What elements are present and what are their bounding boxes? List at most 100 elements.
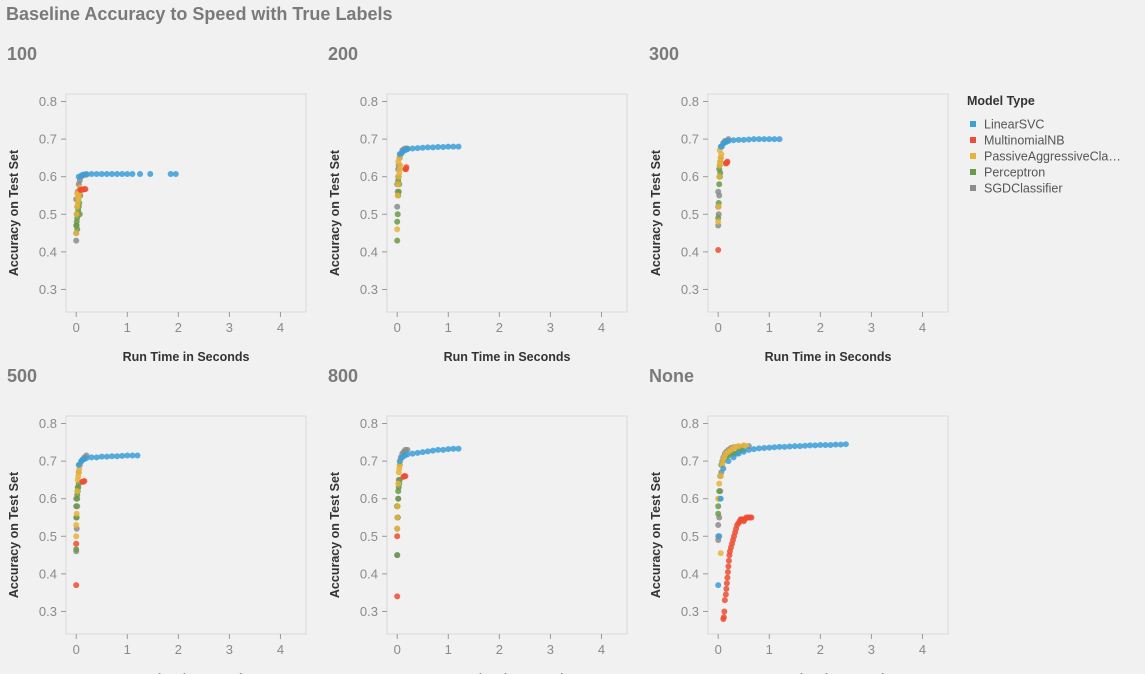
data-point: [98, 171, 105, 178]
x-tick-label: 3: [868, 320, 875, 335]
series-linearsvc: [396, 143, 462, 158]
data-point: [83, 171, 90, 178]
data-point: [73, 230, 80, 237]
data-point: [445, 446, 452, 453]
data-point: [827, 441, 834, 448]
data-point: [832, 441, 839, 448]
data-point: [756, 136, 763, 143]
data-point: [429, 447, 436, 454]
x-tick-label: 2: [496, 320, 503, 335]
data-point: [129, 452, 136, 459]
x-tick-label: 0: [73, 642, 80, 657]
y-tick-label: 0.5: [39, 529, 57, 544]
x-tick-label: 0: [715, 320, 722, 335]
panel-title: None: [649, 366, 694, 386]
series-linearsvc: [75, 171, 179, 180]
data-point: [440, 446, 447, 453]
data-point: [147, 171, 154, 178]
data-point: [716, 173, 723, 180]
data-point: [424, 144, 431, 151]
data-point: [395, 480, 402, 487]
data-point: [717, 550, 724, 557]
y-tick-label: 0.5: [39, 207, 57, 222]
data-point: [716, 488, 723, 495]
panel-200: 200 0 1 2 3 4 0.3 0.4 0.5 0.6 0.7 0.8 Run Time in Se…: [328, 44, 628, 364]
data-point: [414, 449, 421, 456]
y-tick-label: 0.8: [39, 94, 57, 109]
x-tick-label: 2: [175, 642, 182, 657]
data-point: [394, 203, 401, 210]
series-linearsvc: [396, 445, 462, 465]
data-point: [756, 445, 763, 452]
data-point: [740, 448, 747, 455]
x-axis-title: Run Time in Seconds: [444, 672, 571, 674]
data-point: [750, 446, 757, 453]
data-point: [730, 454, 737, 461]
data-point: [81, 478, 88, 485]
y-tick-label: 0.3: [39, 282, 57, 297]
data-point: [817, 441, 824, 448]
y-tick-label: 0.7: [360, 454, 378, 469]
data-point: [435, 446, 442, 453]
data-point: [715, 510, 722, 517]
series-multinomialnb: [73, 478, 88, 589]
legend-swatch: [970, 137, 976, 143]
data-point: [394, 226, 401, 233]
data-point: [394, 593, 401, 600]
data-point: [74, 488, 81, 495]
data-point: [715, 503, 722, 510]
y-tick-label: 0.7: [360, 132, 378, 147]
data-point: [812, 442, 819, 449]
data-point: [83, 455, 90, 462]
data-point: [394, 218, 401, 225]
y-tick-label: 0.4: [360, 244, 378, 259]
data-point: [781, 443, 788, 450]
plot-frame: [707, 415, 949, 635]
data-point: [715, 218, 722, 225]
y-tick-label: 0.7: [39, 132, 57, 147]
data-point: [766, 444, 773, 451]
y-tick-label: 0.6: [39, 169, 57, 184]
data-point: [717, 495, 724, 502]
data-point: [716, 181, 723, 188]
panel-title: 300: [649, 44, 679, 64]
series-linearsvc: [717, 136, 783, 150]
panel-title: 200: [328, 44, 358, 64]
data-point: [395, 181, 402, 188]
data-point: [73, 582, 80, 589]
legend-label: Perceptron: [984, 166, 1045, 180]
data-point: [73, 503, 80, 510]
x-axis-title: Run Time in Seconds: [765, 350, 892, 364]
legend-label: MultinomialNB: [984, 134, 1065, 148]
data-point: [73, 546, 80, 553]
panel-title: 500: [7, 366, 37, 386]
data-point: [435, 143, 442, 150]
data-point: [721, 597, 728, 604]
data-point: [402, 473, 409, 480]
data-point: [802, 442, 809, 449]
x-axis-title: Run Time in Seconds: [123, 672, 250, 674]
data-point: [394, 211, 401, 218]
y-axis-title: Accuracy on Test Set: [7, 471, 21, 598]
data-point: [450, 445, 457, 452]
data-point: [394, 514, 401, 521]
data-point: [129, 171, 136, 178]
data-point: [725, 458, 732, 465]
data-point: [735, 136, 742, 143]
series-passiveaggressiveclassifier: [715, 147, 725, 225]
data-point: [837, 441, 844, 448]
y-tick-label: 0.7: [681, 132, 699, 147]
y-tick-label: 0.4: [681, 244, 699, 259]
data-point: [403, 164, 410, 171]
data-point: [715, 188, 722, 195]
x-tick-label: 0: [715, 642, 722, 657]
data-point: [725, 563, 732, 570]
y-tick-label: 0.4: [39, 244, 57, 259]
y-tick-label: 0.7: [681, 454, 699, 469]
data-point: [409, 450, 416, 457]
x-tick-label: 4: [598, 642, 605, 657]
panel-500: 500 0 1 2 3 4 0.3 0.4 0.5 0.6 0.7 0.8 Run Time in Se…: [7, 366, 307, 674]
data-point: [409, 145, 416, 152]
legend-swatch: [970, 153, 976, 159]
